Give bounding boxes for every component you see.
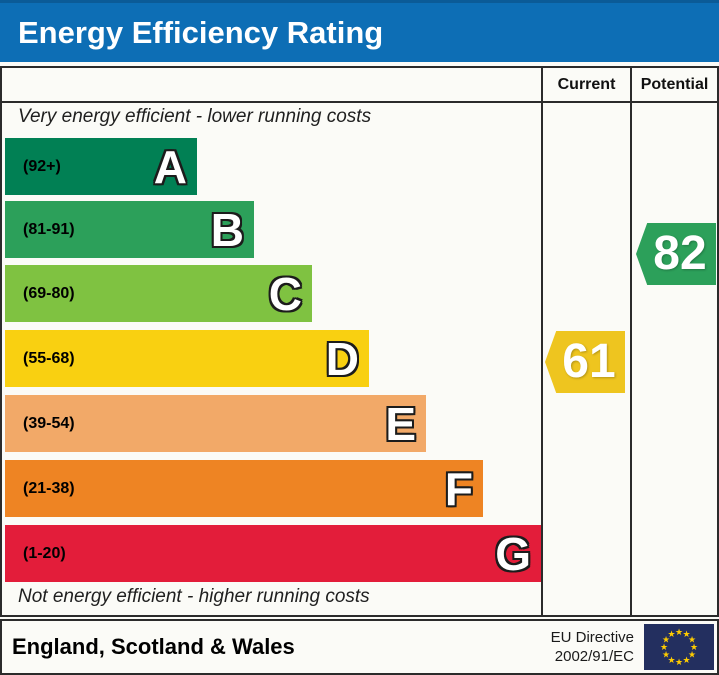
current-rating-value: 61 <box>562 335 616 388</box>
band-row-f: (21-38) F <box>5 460 483 517</box>
band-row-b: (81-91) B <box>5 201 254 258</box>
eu-star-icon: ★ <box>659 642 669 652</box>
eu-star-icon: ★ <box>687 649 697 660</box>
eu-star-icon: ★ <box>689 642 699 652</box>
band-row-e: (39-54) E <box>5 395 426 452</box>
band-letter: E <box>385 397 416 450</box>
band-letter: G <box>495 527 531 580</box>
band-range-label: (92+) <box>23 157 61 175</box>
band-range-label: (81-91) <box>23 220 75 238</box>
rating-table: Current Potential Very energy efficient … <box>0 66 719 617</box>
header-row-divider <box>2 101 717 103</box>
band-range-label: (39-54) <box>23 414 75 432</box>
eu-directive-line2: 2002/91/EC <box>554 648 634 665</box>
eu-star-icon: ★ <box>687 634 697 645</box>
band-row-c: (69-80) C <box>5 265 312 322</box>
band-letter: D <box>325 332 359 385</box>
potential-rating-arrow: 82 <box>636 223 716 285</box>
band-letter: C <box>268 267 302 320</box>
current-column-header: Current <box>557 75 616 93</box>
eu-directive-line1: EU Directive <box>550 628 634 646</box>
band-letter: F <box>444 462 473 515</box>
eu-star-icon: ★ <box>682 629 691 640</box>
current-column-divider <box>541 68 543 615</box>
band-letter: B <box>210 203 244 256</box>
eu-star-icon: ★ <box>674 627 684 637</box>
eu-star-icon: ★ <box>661 634 671 645</box>
chart-title-bar: Energy Efficiency Rating <box>0 0 719 62</box>
potential-column-header: Potential <box>640 75 709 93</box>
chart-title: Energy Efficiency Rating <box>18 14 384 50</box>
caption-not-efficient: Not energy efficient - higher running co… <box>18 586 370 607</box>
eu-directive-label: EU Directive 2002/91/EC <box>551 628 634 667</box>
band-row-d: (55-68) D <box>5 330 369 387</box>
current-rating-arrow: 61 <box>545 331 625 393</box>
band-range-label: (1-20) <box>23 544 66 562</box>
eu-star-icon: ★ <box>674 657 684 667</box>
potential-column-divider <box>630 68 632 615</box>
band-row-a: (92+) A <box>5 138 197 195</box>
footer-region-label: England, Scotland & Wales <box>12 634 295 659</box>
band-row-g: (1-20) G <box>5 525 541 582</box>
band-range-label: (55-68) <box>23 349 75 367</box>
band-range-label: (21-38) <box>23 479 75 497</box>
eu-star-icon: ★ <box>667 654 676 665</box>
band-range-label: (69-80) <box>23 284 75 302</box>
caption-very-efficient: Very energy efficient - lower running co… <box>18 106 372 127</box>
eu-star-icon: ★ <box>667 629 676 640</box>
potential-rating-value: 82 <box>653 227 707 280</box>
eu-star-icon: ★ <box>661 649 671 660</box>
eu-star-icon: ★ <box>682 654 691 665</box>
eu-flag-icon: ★ ★ ★ ★ ★ ★ ★ ★ ★ ★ ★ ★ <box>644 624 714 670</box>
band-letter: A <box>153 140 187 193</box>
footer-bar: England, Scotland & Wales EU Directive 2… <box>0 619 719 675</box>
